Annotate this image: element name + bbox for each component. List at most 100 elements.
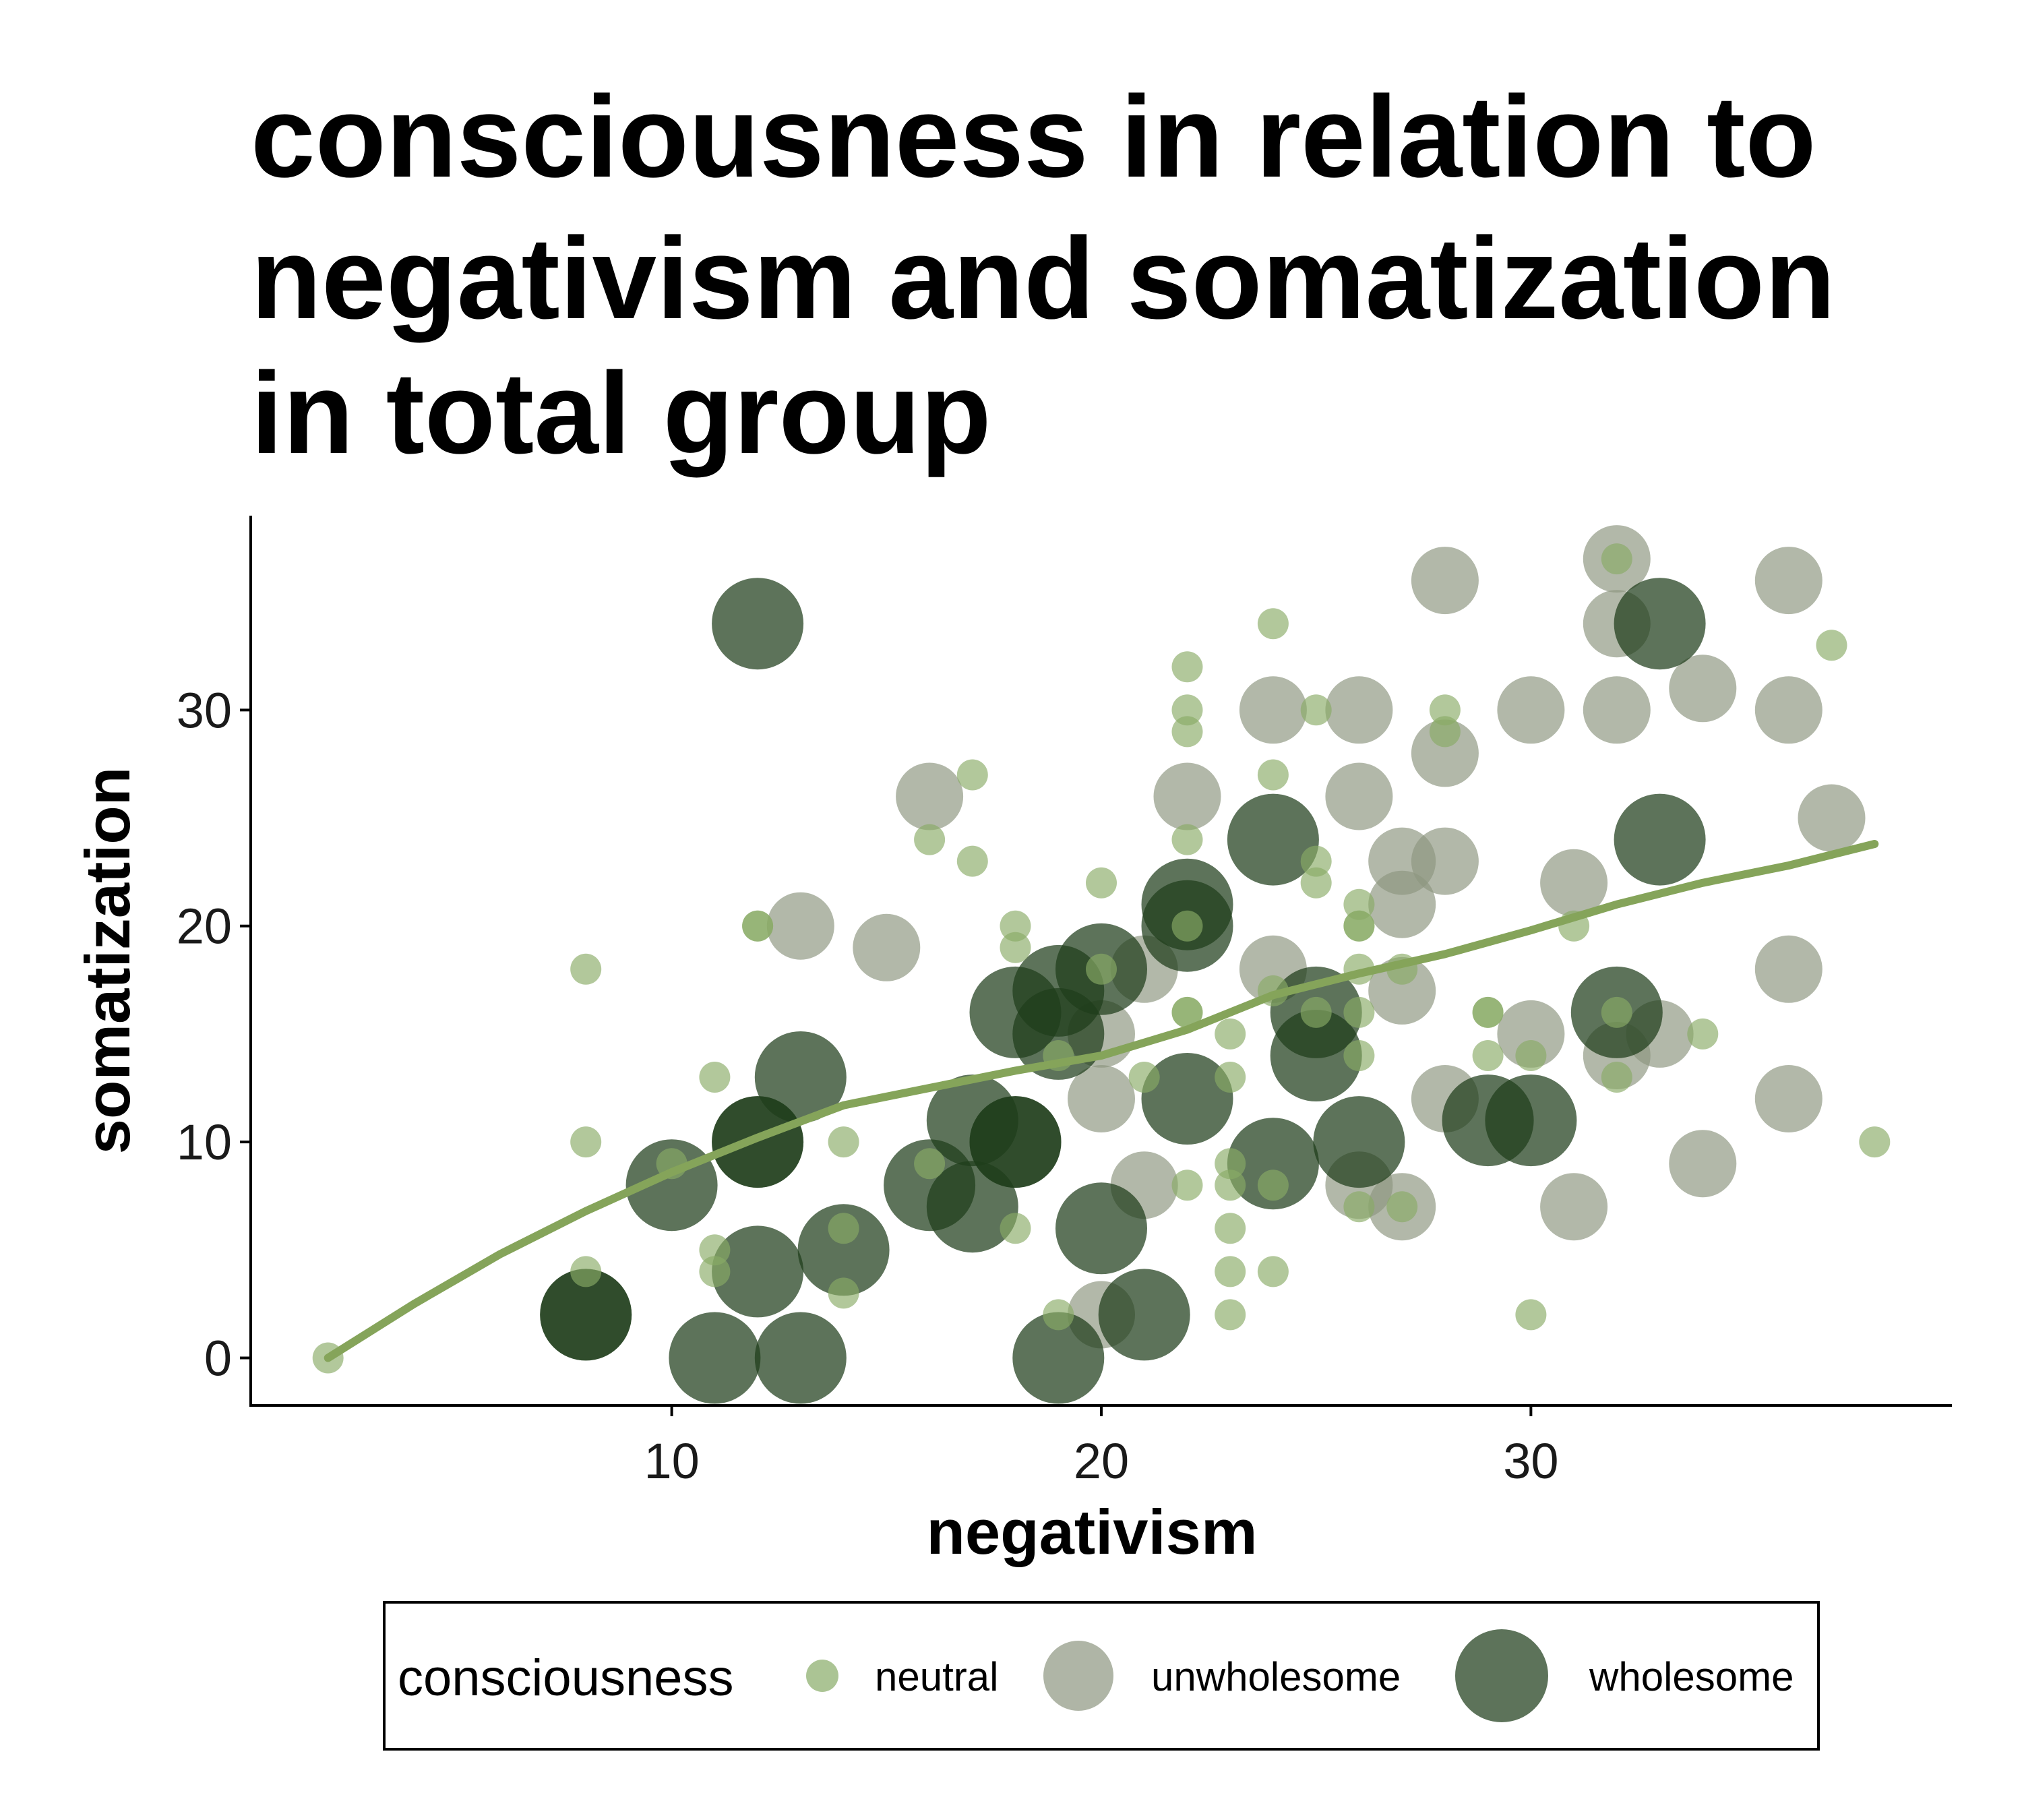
point-neutral [1215,1256,1246,1287]
point-neutral [1300,845,1332,877]
y-tick-label: 30 [177,682,232,738]
chart-title-line-3: in total group [251,348,991,478]
legend-key-neutral [806,1660,838,1692]
data-points [312,525,1891,1404]
point-neutral [1343,1191,1375,1223]
point-wholesome [969,1096,1062,1188]
point-unwholesome [1583,676,1651,744]
point-neutral [1257,608,1289,640]
point-neutral [1601,996,1632,1028]
point-wholesome [669,1312,761,1404]
point-neutral [1257,1170,1289,1201]
point-neutral [1429,716,1461,748]
point-unwholesome [1540,849,1608,917]
point-wholesome [797,1204,890,1296]
point-unwholesome [1540,1173,1608,1241]
point-neutral [1171,716,1203,748]
legend-key-unwholesome [1043,1641,1113,1711]
x-axis-title: negativism [926,1496,1257,1567]
point-unwholesome [1153,762,1221,830]
point-neutral [699,1234,731,1266]
point-unwholesome [1497,676,1565,744]
point-wholesome [1270,1010,1362,1101]
point-neutral [1343,1040,1375,1071]
trend-line-group [324,840,1879,1362]
legend-label-wholesome: wholesome [1589,1654,1794,1699]
point-wholesome [1227,1118,1319,1210]
point-unwholesome [1068,1065,1135,1132]
point-unwholesome [1368,957,1436,1025]
y-tick-label: 20 [177,899,232,954]
x-tick-label: 10 [644,1433,699,1489]
point-wholesome [754,1312,847,1404]
point-neutral [1086,953,1117,985]
point-neutral [1343,996,1375,1028]
point-neutral [1343,888,1375,920]
point-neutral [1128,1062,1160,1093]
point-unwholesome [1325,762,1393,830]
point-unwholesome [896,762,964,830]
legend-label-unwholesome: unwholesome [1151,1654,1401,1699]
point-neutral [1816,630,1847,661]
point-unwholesome [1754,547,1822,615]
point-neutral [1300,996,1332,1028]
point-wholesome [1614,578,1706,670]
point-unwholesome [766,892,834,960]
point-neutral [1171,996,1203,1028]
point-neutral [914,824,946,855]
point-unwholesome [1325,676,1393,744]
axis-ticks: 10 20 30 0 10 20 30 [177,682,1559,1489]
point-wholesome [1012,1312,1105,1404]
point-neutral [1343,910,1375,942]
point-wholesome [1313,1096,1405,1188]
point-neutral [1601,543,1632,575]
point-neutral [1215,1213,1246,1244]
y-axis-title: somatization [72,767,143,1155]
point-neutral [1215,1018,1246,1050]
point-neutral [1215,1148,1246,1180]
x-tick-label: 30 [1503,1433,1558,1489]
point-wholesome [540,1269,632,1361]
point-neutral [1859,1126,1891,1158]
y-tick-label: 0 [204,1331,232,1387]
point-neutral [1171,824,1203,855]
point-neutral [956,759,988,791]
point-unwholesome [1411,719,1479,787]
point-unwholesome [1669,655,1737,723]
point-neutral [570,953,602,985]
x-tick-label: 20 [1074,1433,1129,1489]
point-neutral [1472,1040,1504,1071]
point-neutral [1171,910,1203,942]
point-neutral [914,1148,946,1180]
point-neutral [1429,694,1461,726]
point-neutral [699,1256,731,1287]
point-wholesome [1141,1053,1233,1145]
legend-title: consciousness [398,1649,734,1707]
point-neutral [956,845,988,877]
point-unwholesome [1798,784,1866,852]
point-unwholesome [1411,547,1479,615]
point-wholesome [1098,1269,1190,1361]
point-neutral [828,1126,859,1158]
point-wholesome [712,578,804,670]
y-tick-label: 10 [177,1114,232,1170]
point-unwholesome [1411,827,1479,895]
point-neutral [1257,759,1289,791]
point-neutral [699,1062,731,1093]
legend-key-wholesome [1455,1629,1548,1722]
legend-label-neutral: neutral [875,1654,998,1699]
point-unwholesome [1669,1130,1737,1198]
point-neutral [1043,1299,1074,1331]
point-unwholesome [1754,1065,1822,1132]
point-neutral [570,1256,602,1287]
point-neutral [1000,932,1031,963]
point-wholesome [926,1161,1018,1253]
point-wholesome [712,1225,804,1318]
point-neutral [1215,1170,1246,1201]
point-neutral [828,1277,859,1309]
point-neutral [1086,867,1117,899]
point-unwholesome [1754,935,1822,1003]
chart-title-line-2: negativism and somatization [251,214,1835,343]
point-unwholesome [1754,676,1822,744]
